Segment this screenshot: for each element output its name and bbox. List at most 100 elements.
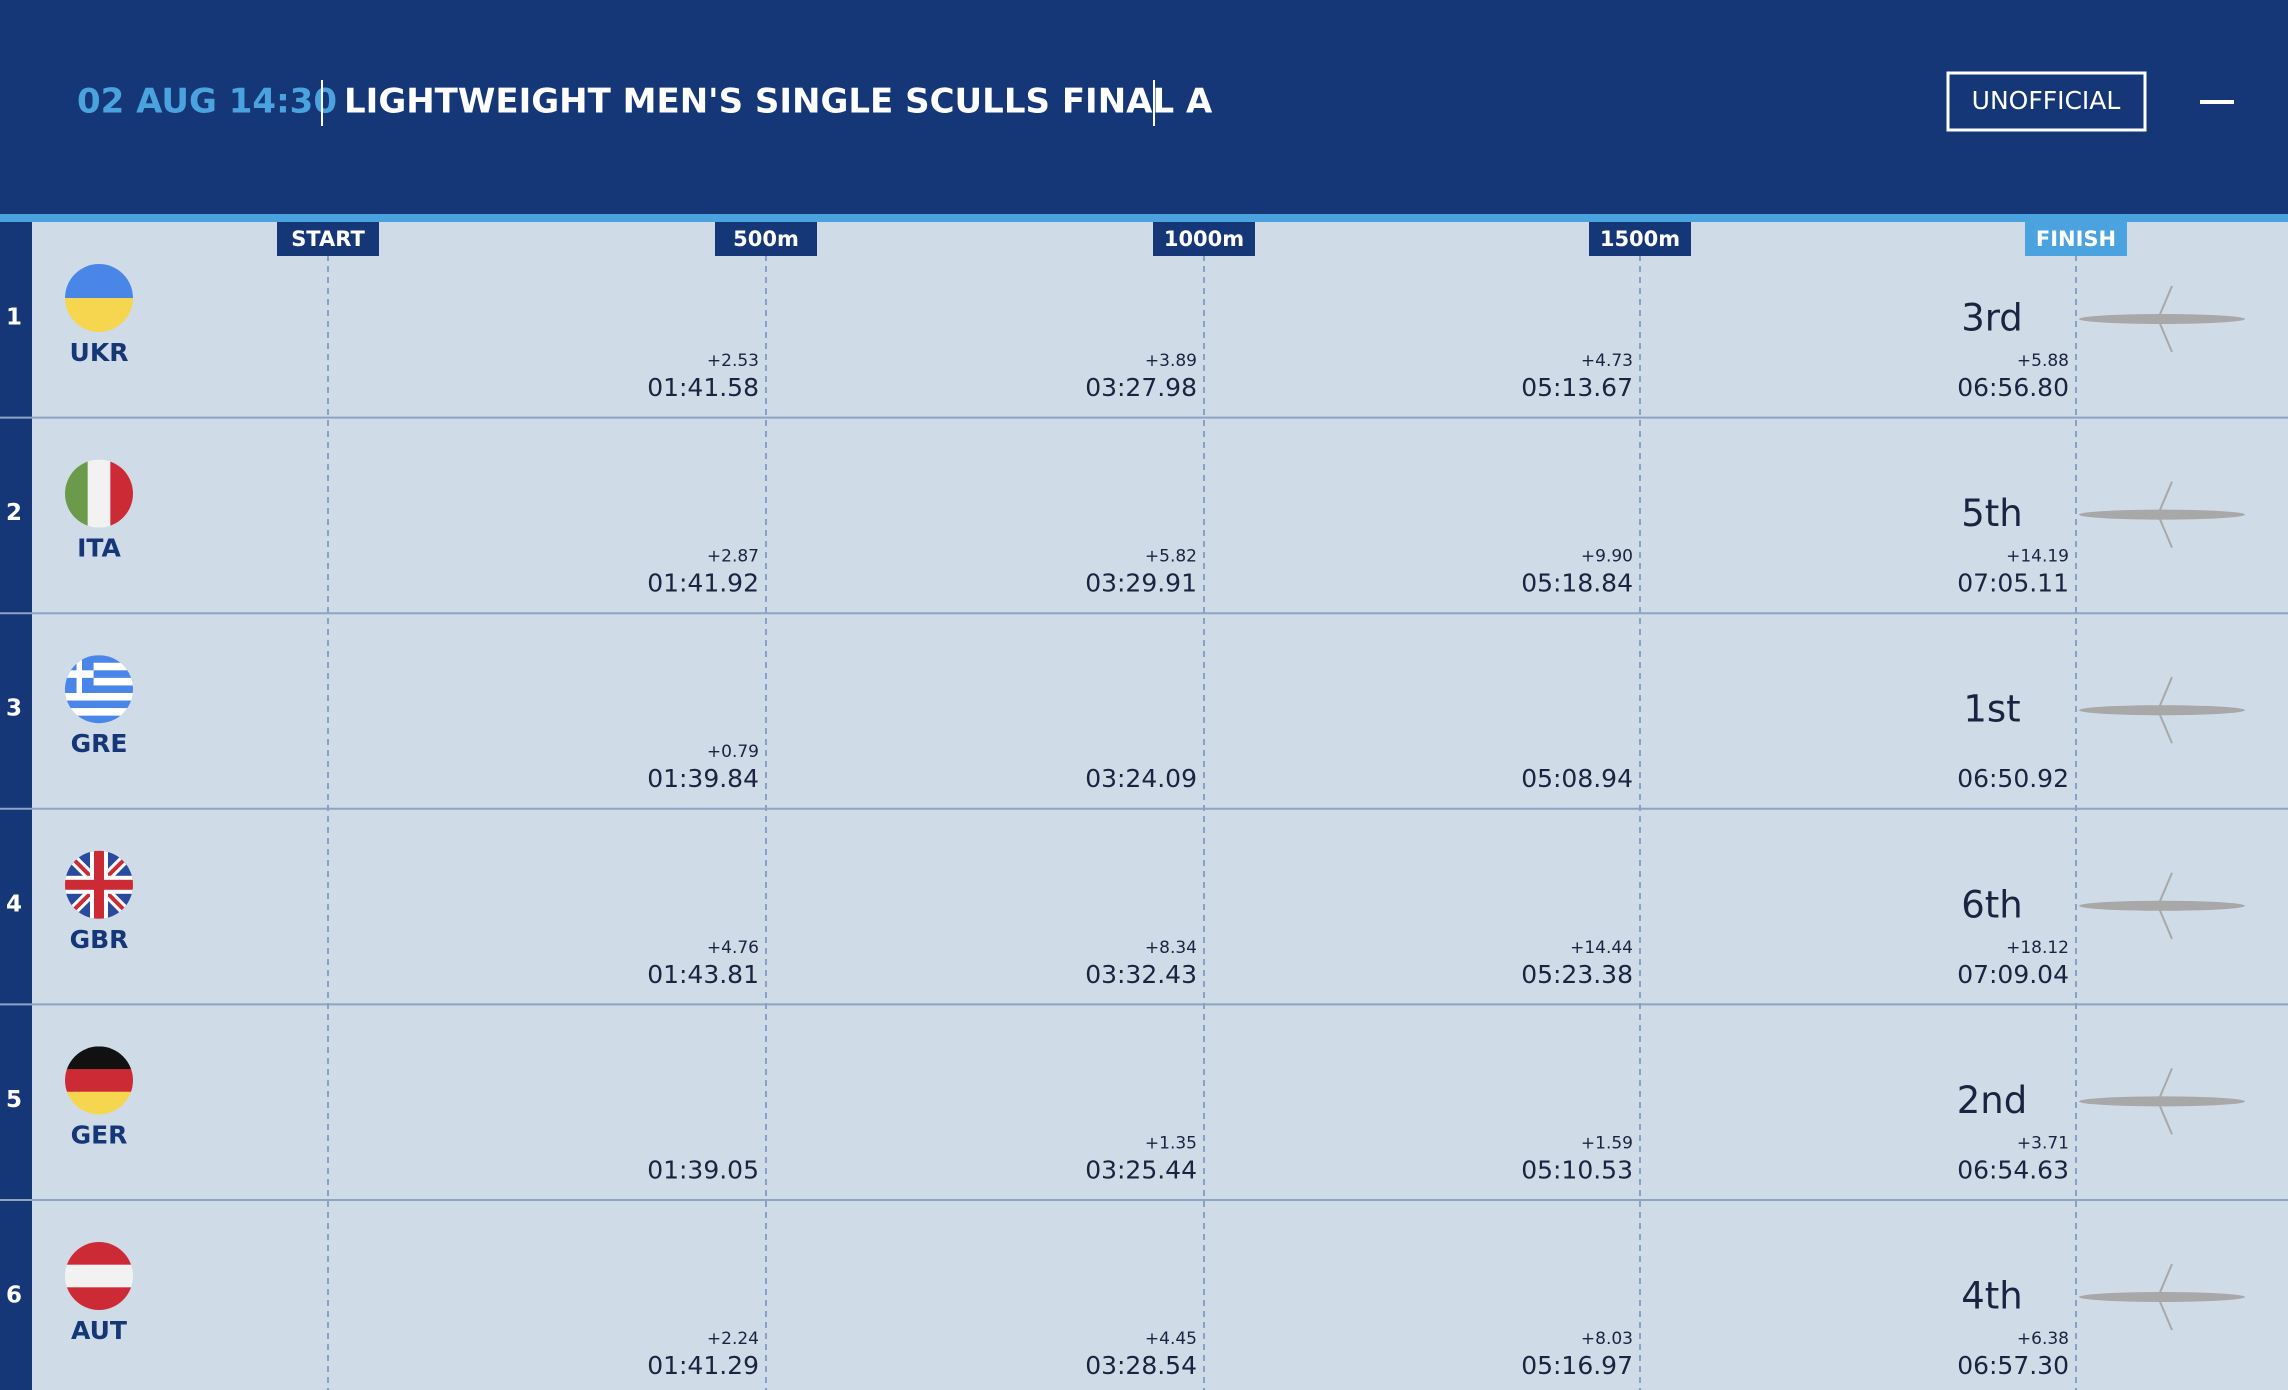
boat [2079,509,2245,520]
oar [2157,872,2173,907]
flag-band [65,700,133,709]
split-time: 07:09.04 [1957,960,2069,989]
flag-band [65,685,133,694]
split-time: 03:25.44 [1085,1155,1197,1184]
place: 3rd [1961,297,2023,340]
split-delta: +2.53 [707,351,759,371]
flag [65,459,133,528]
split-time: 01:43.81 [647,960,759,989]
marker-label: 1000m [1164,227,1244,251]
flag-cross [65,879,133,890]
country-code: ITA [77,534,121,563]
flag-band [65,670,133,679]
marker-label: 1500m [1600,227,1680,251]
split-delta: +8.03 [1581,1329,1633,1349]
place: 2nd [1957,1079,2027,1122]
split-time: 05:08.94 [1521,764,1633,793]
split-delta: +9.90 [1581,547,1633,567]
split-delta: +4.45 [1145,1329,1197,1349]
header-stripe [0,214,2288,222]
oar [2157,318,2173,353]
oar [2157,514,2173,548]
split-time: 06:56.80 [1957,373,2069,402]
split-delta: +4.73 [1581,351,1633,371]
flag-band [65,1046,133,1070]
split-delta: +5.82 [1145,547,1197,567]
split-delta: +5.88 [2017,351,2069,371]
country-code: GBR [70,925,129,954]
flag-band [65,264,133,299]
flag-band [65,708,133,717]
marker-label: START [291,227,365,251]
race-title: LIGHTWEIGHT MEN'S SINGLE SCULLS FINAL A [344,82,1213,122]
flag-band [65,1069,133,1093]
lane-strip [0,222,32,1390]
split-time: 05:18.84 [1521,569,1633,598]
flag-band [65,715,133,724]
split-time: 03:32.43 [1085,960,1197,989]
status-badge [1946,71,2147,132]
split-delta: +3.89 [1145,351,1197,371]
flag-band [65,655,133,664]
flag [65,264,133,332]
split-delta: +1.35 [1145,1133,1197,1153]
flag-band [65,459,89,528]
race-datetime: 02 AUG 14:30 [77,82,337,122]
country-code: AUT [71,1316,127,1345]
boat [2079,705,2245,716]
split-time: 06:50.92 [1957,764,2069,793]
split-time: 05:23.38 [1521,960,1633,989]
lane-number: 5 [6,1087,22,1113]
split-delta: +2.24 [707,1329,759,1349]
flag-band [65,1091,133,1115]
boat [2079,1292,2245,1302]
marker-box [1589,222,1691,256]
flag-band [65,677,133,686]
flag [65,655,133,724]
header-bg [0,0,2288,216]
flag [65,850,133,919]
split-delta: +4.76 [707,938,759,958]
lane-number: 6 [6,1283,22,1309]
collapse-button[interactable] [2200,100,2234,104]
split-time: 05:13.67 [1521,373,1633,402]
split-time: 03:27.98 [1085,373,1197,402]
flag-cross [65,670,94,678]
oar [2157,905,2173,940]
place: 6th [1961,883,2023,926]
lane-number: 3 [6,696,22,722]
flag-band [65,692,133,702]
split-delta: +1.59 [1581,1133,1633,1153]
oar [2157,1263,2173,1298]
oar [2157,1296,2173,1331]
split-time: 01:41.92 [647,569,759,598]
oar [2157,285,2173,320]
lane-number: 1 [6,305,22,331]
flag-band [110,459,133,528]
marker-label: FINISH [2036,227,2116,251]
flag-band [65,298,133,332]
flag-band [65,662,133,671]
marker-box [715,222,817,256]
flag [65,1242,133,1310]
flag-band [65,1287,133,1310]
marker-box [2025,222,2127,256]
split-delta: +3.71 [2017,1133,2069,1153]
split-time: 01:41.58 [647,373,759,402]
place: 1st [1963,688,2020,731]
split-delta: +8.34 [1145,938,1197,958]
flag-band [65,1264,133,1288]
split-delta: +14.19 [2006,547,2069,567]
boat [2079,1096,2245,1107]
split-time: 05:16.97 [1521,1351,1633,1380]
status-text: UNOFFICIAL [1972,86,2121,115]
oar [2157,1068,2173,1102]
split-time: 01:39.84 [647,764,759,793]
split-delta: +6.38 [2017,1329,2069,1349]
split-delta: +0.79 [707,742,759,762]
